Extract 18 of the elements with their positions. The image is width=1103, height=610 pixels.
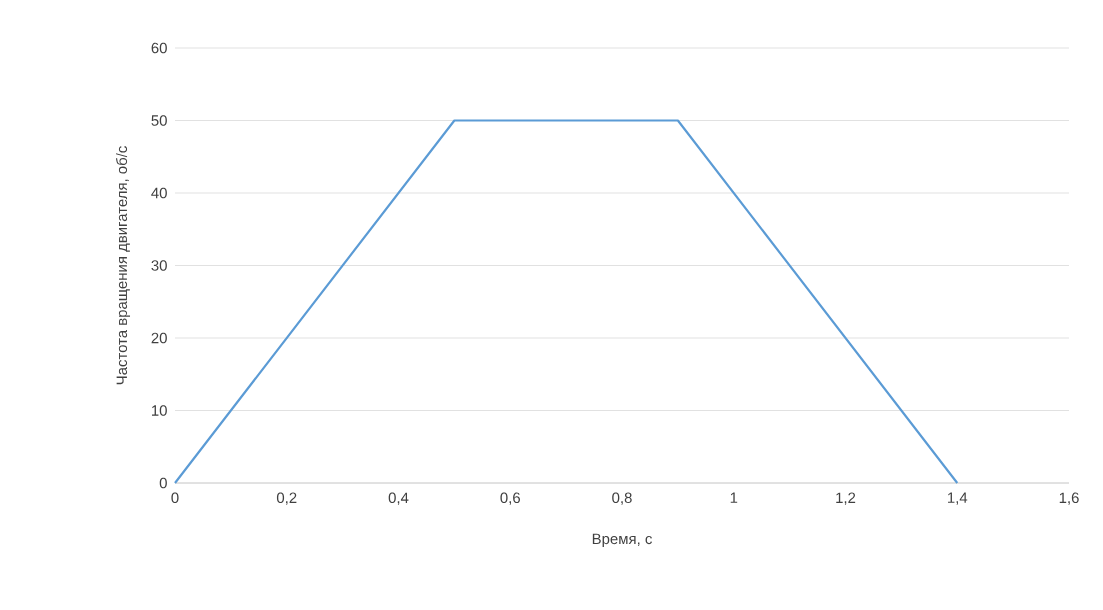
x-tick-label: 0,8 <box>612 492 632 505</box>
x-tick-label: 0 <box>171 492 179 504</box>
x-axis-title: Время, с <box>592 533 652 548</box>
y-axis-title: Частота вращения двигателя, об/с <box>115 146 131 385</box>
x-tick-label: 0,4 <box>388 492 409 505</box>
x-tick-label: 1,4 <box>948 492 968 505</box>
y-tick-label: 60 <box>151 42 167 54</box>
y-tick-label: 40 <box>151 187 167 199</box>
x-tick-label: 1,2 <box>836 492 856 505</box>
x-tick-label: 0,2 <box>276 492 297 505</box>
y-tick-label: 10 <box>152 405 167 416</box>
x-tick-label: 1,6 <box>1059 492 1079 505</box>
y-tick-label: 50 <box>151 115 167 126</box>
y-tick-label: 20 <box>151 332 167 344</box>
y-tick-label: 0 <box>159 477 167 489</box>
x-tick-label: 1 <box>730 492 738 503</box>
y-tick-label: 30 <box>151 260 167 271</box>
x-tick-label: 0,6 <box>500 492 520 505</box>
